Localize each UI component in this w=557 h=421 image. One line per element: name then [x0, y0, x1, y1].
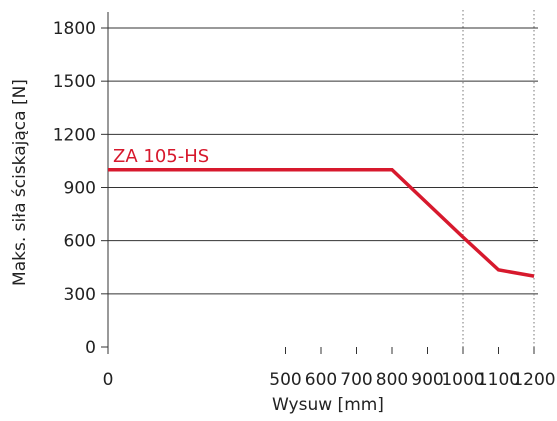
- y-tick-label: 300: [64, 285, 96, 305]
- y-tick-label: 1800: [53, 19, 96, 39]
- x-axis-title: Wysuw [mm]: [272, 395, 384, 415]
- x-tick-label: 900: [411, 370, 443, 390]
- y-tick-label: 1200: [53, 125, 96, 145]
- x-tick-label: 0: [103, 370, 114, 390]
- y-tick-label: 600: [64, 232, 96, 252]
- y-tick-label: 900: [64, 179, 96, 199]
- x-tick-label: 1000: [441, 370, 484, 390]
- y-tick-label: 0: [85, 338, 96, 358]
- series: [107, 168, 535, 278]
- series-line: [108, 168, 535, 278]
- x-tick-label: 1100: [477, 370, 520, 390]
- x-tick-label: 600: [305, 370, 337, 390]
- x-tick-label: 500: [269, 370, 301, 390]
- x-tick-label: 1200: [512, 370, 555, 390]
- series-label: ZA 105-HS: [113, 146, 209, 167]
- y-axis-title: Maks. siła ściskająca [N]: [10, 79, 30, 286]
- grid: [108, 10, 538, 347]
- y-tick-label: 1500: [53, 72, 96, 92]
- x-tick-label: 700: [340, 370, 372, 390]
- x-tick-label: 800: [376, 370, 408, 390]
